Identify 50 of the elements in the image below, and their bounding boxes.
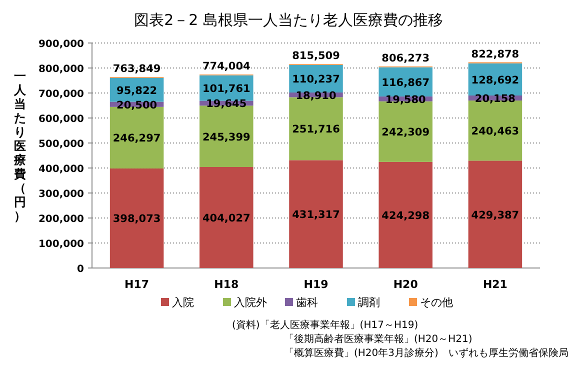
y-tick-label: 400,000 bbox=[38, 164, 84, 175]
text: 一人当たり医療費（円） bbox=[14, 69, 26, 223]
text: 「概算医療費」(H20年3月診療分) いずれも厚生労働省保険局 bbox=[284, 347, 568, 359]
data-label: 128,692 bbox=[471, 74, 520, 86]
bar bbox=[468, 160, 522, 268]
x-tick-label: H17 bbox=[124, 278, 150, 291]
y-tick-label: 500,000 bbox=[38, 139, 84, 150]
legend-label: 調剤 bbox=[358, 296, 380, 309]
x-tick-label: H18 bbox=[214, 278, 239, 291]
x-tick-label: H19 bbox=[304, 278, 328, 291]
text: (資料)「老人医療事業年報」(H17～H19) bbox=[232, 319, 418, 331]
text: 「後期高齢者医療事業年報」(H20～H21) bbox=[284, 333, 472, 345]
data-label: 110,237 bbox=[292, 74, 340, 86]
data-label: 429,387 bbox=[471, 209, 520, 222]
chart-title: 図表2－2 島根県一人当たり老人医療費の推移 bbox=[134, 11, 443, 29]
y-tick-label: 100,000 bbox=[38, 239, 84, 250]
data-label: 101,761 bbox=[202, 83, 250, 96]
legend-label: 歯科 bbox=[296, 296, 318, 309]
total-label: 806,273 bbox=[382, 52, 430, 64]
data-label: 245,399 bbox=[202, 131, 250, 144]
total-label: 763,849 bbox=[112, 63, 161, 76]
data-label: 431,317 bbox=[292, 209, 340, 222]
data-label: 116,867 bbox=[382, 76, 430, 89]
y-tick-label: 300,000 bbox=[38, 189, 84, 200]
total-label: 815,509 bbox=[292, 50, 340, 62]
x-tick-label: H21 bbox=[482, 278, 508, 291]
total-label: 774,004 bbox=[202, 60, 250, 72]
data-label: 404,027 bbox=[202, 212, 250, 224]
y-tick-label: 0 bbox=[77, 264, 84, 275]
data-label: 240,463 bbox=[471, 126, 520, 138]
bar bbox=[200, 166, 254, 268]
y-tick-label: 600,000 bbox=[38, 114, 84, 125]
data-label: 251,716 bbox=[292, 124, 340, 136]
y-tick-label: 700,000 bbox=[38, 89, 84, 100]
x-tick-label: H20 bbox=[393, 278, 418, 291]
data-label: 242,309 bbox=[382, 126, 430, 139]
bar bbox=[378, 162, 432, 268]
y-tick-label: 200,000 bbox=[38, 214, 84, 225]
legend-label: その他 bbox=[420, 296, 453, 309]
y-tick-label: 800,000 bbox=[38, 64, 84, 75]
y-tick-label: 900,000 bbox=[38, 39, 84, 50]
bar bbox=[289, 160, 343, 268]
legend-label: 入院 bbox=[172, 296, 194, 309]
total-label: 822,878 bbox=[471, 48, 520, 60]
legend-label: 入院外 bbox=[234, 296, 267, 309]
data-label: 398,073 bbox=[112, 213, 161, 226]
data-label: 424,298 bbox=[382, 210, 430, 222]
bar bbox=[110, 168, 164, 268]
data-label: 95,822 bbox=[116, 84, 158, 97]
data-label: 246,297 bbox=[112, 132, 161, 145]
